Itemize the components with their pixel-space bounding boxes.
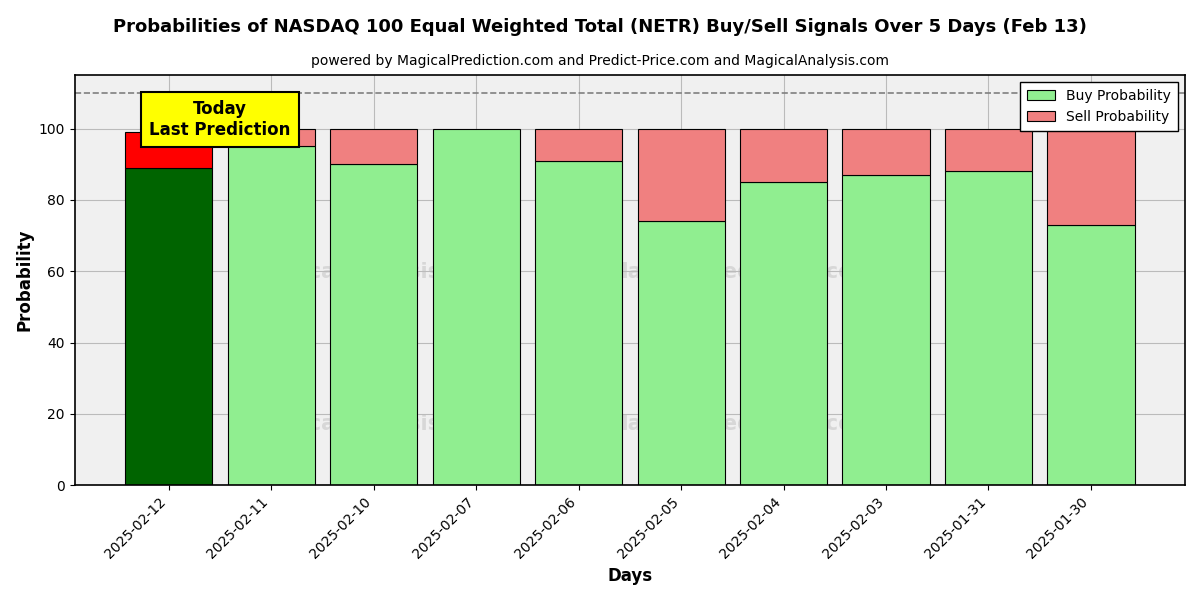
X-axis label: Days: Days [607, 567, 653, 585]
Bar [842, 175, 930, 485]
Y-axis label: Probability: Probability [16, 229, 34, 331]
Bar [535, 161, 622, 485]
Bar [535, 128, 622, 161]
Bar [1048, 128, 1134, 225]
Bar [944, 172, 1032, 485]
Text: Probabilities of NASDAQ 100 Equal Weighted Total (NETR) Buy/Sell Signals Over 5 : Probabilities of NASDAQ 100 Equal Weight… [113, 18, 1087, 36]
Bar [637, 221, 725, 485]
Bar [740, 182, 827, 485]
Legend: Buy Probability, Sell Probability: Buy Probability, Sell Probability [1020, 82, 1178, 131]
Text: MagicalPrediction.com: MagicalPrediction.com [607, 262, 875, 282]
Bar [330, 164, 418, 485]
Text: Today
Last Prediction: Today Last Prediction [149, 100, 290, 139]
Bar [228, 146, 314, 485]
Text: MagicalAnalysis.com: MagicalAnalysis.com [252, 262, 497, 282]
Bar [432, 128, 520, 485]
Text: powered by MagicalPrediction.com and Predict-Price.com and MagicalAnalysis.com: powered by MagicalPrediction.com and Pre… [311, 54, 889, 68]
Bar [125, 132, 212, 168]
Bar [944, 128, 1032, 172]
Bar [842, 128, 930, 175]
Bar [1048, 225, 1134, 485]
Bar [125, 168, 212, 485]
Bar [228, 128, 314, 146]
Text: MagicalPrediction.com: MagicalPrediction.com [607, 414, 875, 434]
Bar [330, 128, 418, 164]
Bar [637, 128, 725, 221]
Bar [740, 128, 827, 182]
Text: MagicalAnalysis.com: MagicalAnalysis.com [252, 414, 497, 434]
